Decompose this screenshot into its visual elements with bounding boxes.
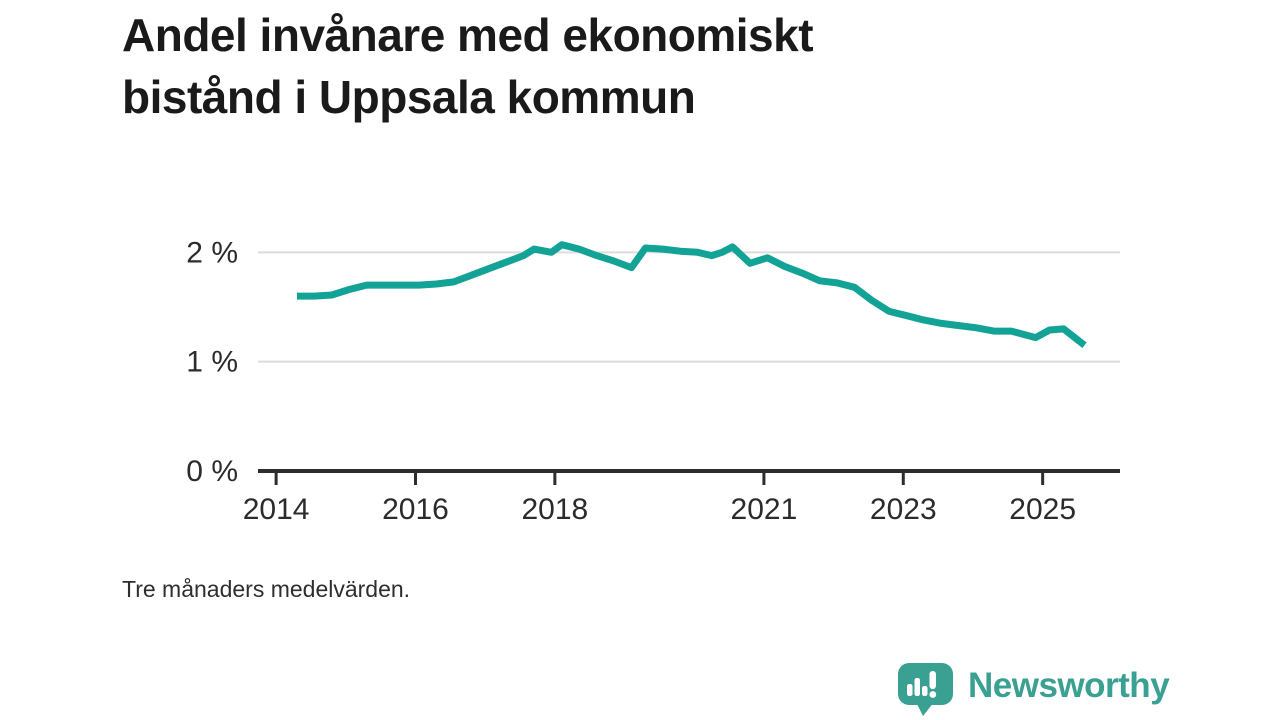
line-chart: 2014 2016 2018 2021 2023 2025 0 % 1 % 2 % <box>186 236 1120 526</box>
x-tick-label: 2018 <box>521 493 588 526</box>
x-tick-label: 2025 <box>1009 493 1076 526</box>
chart-title-line: bistånd i Uppsala kommun <box>122 71 696 123</box>
newsworthy-wordmark: Newsworthy <box>968 666 1170 705</box>
y-tick-label: 2 % <box>186 236 238 269</box>
bar-chart-speech-bubble-icon <box>898 663 953 716</box>
y-tick-label: 0 % <box>186 455 238 488</box>
chart-footnote: Tre månaders medelvärden. <box>122 576 411 602</box>
x-tick-label: 2021 <box>731 493 798 526</box>
chart-title: Andel invånare med ekonomiskt bistånd i … <box>122 4 814 128</box>
x-tick-label: 2016 <box>382 493 449 526</box>
y-tick-label: 1 % <box>186 346 238 379</box>
x-tick-label: 2014 <box>243 493 310 526</box>
chart-title-line: Andel invånare med ekonomiskt <box>122 9 814 61</box>
newsworthy-logo: Newsworthy <box>897 663 1170 718</box>
x-tick-label: 2023 <box>870 493 937 526</box>
series-line <box>297 241 1087 349</box>
